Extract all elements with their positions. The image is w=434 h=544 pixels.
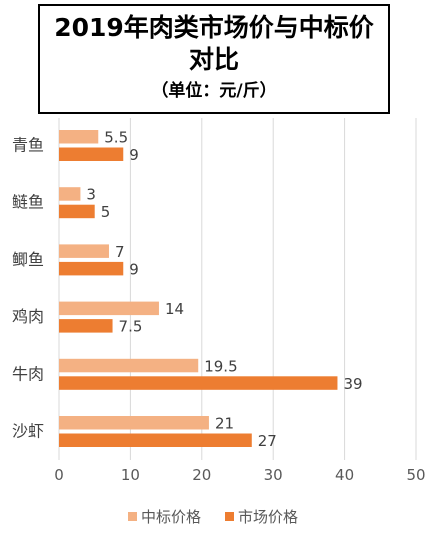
x-tick-label: 40 (335, 466, 354, 484)
bar (59, 358, 199, 373)
data-label: 19.5 (204, 357, 237, 375)
chart-title-box: 2019年肉类市场价与中标价 对比 （单位：元/斤） (38, 4, 390, 114)
bar (59, 433, 252, 447)
x-tick-label: 50 (406, 466, 425, 484)
x-tick-label: 0 (54, 466, 64, 484)
data-label: 7 (115, 243, 125, 261)
bar (59, 147, 124, 161)
category-label: 鲫鱼 (12, 250, 44, 269)
chart-title-line-1: 2019年肉类市场价与中标价 (54, 13, 374, 42)
bar (59, 204, 95, 219)
data-label: 3 (86, 186, 96, 204)
data-label: 5 (101, 203, 111, 221)
data-label: 21 (215, 415, 234, 433)
x-tick-label: 20 (192, 466, 211, 484)
legend-swatch (128, 512, 137, 521)
bar (59, 187, 81, 201)
legend-label: 中标价格 (141, 508, 201, 526)
chart-subtitle: （单位：元/斤） (151, 81, 277, 101)
category-label: 鸡肉 (12, 307, 44, 326)
category-label: 鲢鱼 (12, 193, 44, 212)
legend-label: 市场价格 (238, 508, 298, 526)
data-label: 5.5 (104, 129, 128, 147)
data-label: 9 (129, 260, 139, 278)
category-label: 青鱼 (12, 136, 44, 155)
x-tick-label: 10 (121, 466, 140, 484)
bar (59, 416, 209, 430)
category-label: 牛肉 (12, 364, 44, 383)
data-label: 27 (258, 432, 277, 450)
bar (59, 130, 99, 144)
legend-swatch (225, 512, 234, 521)
data-label: 39 (343, 375, 362, 393)
bar (59, 261, 124, 276)
chart-title-line-2: 对比 (188, 45, 239, 74)
data-label: 7.5 (119, 318, 143, 336)
x-tick-label: 30 (264, 466, 283, 484)
data-label: 9 (129, 146, 139, 164)
bar (59, 376, 338, 390)
bar (59, 244, 109, 258)
bar (59, 319, 113, 333)
data-label: 14 (165, 300, 184, 318)
category-label: 沙虾 (12, 422, 44, 441)
bar (59, 301, 159, 316)
